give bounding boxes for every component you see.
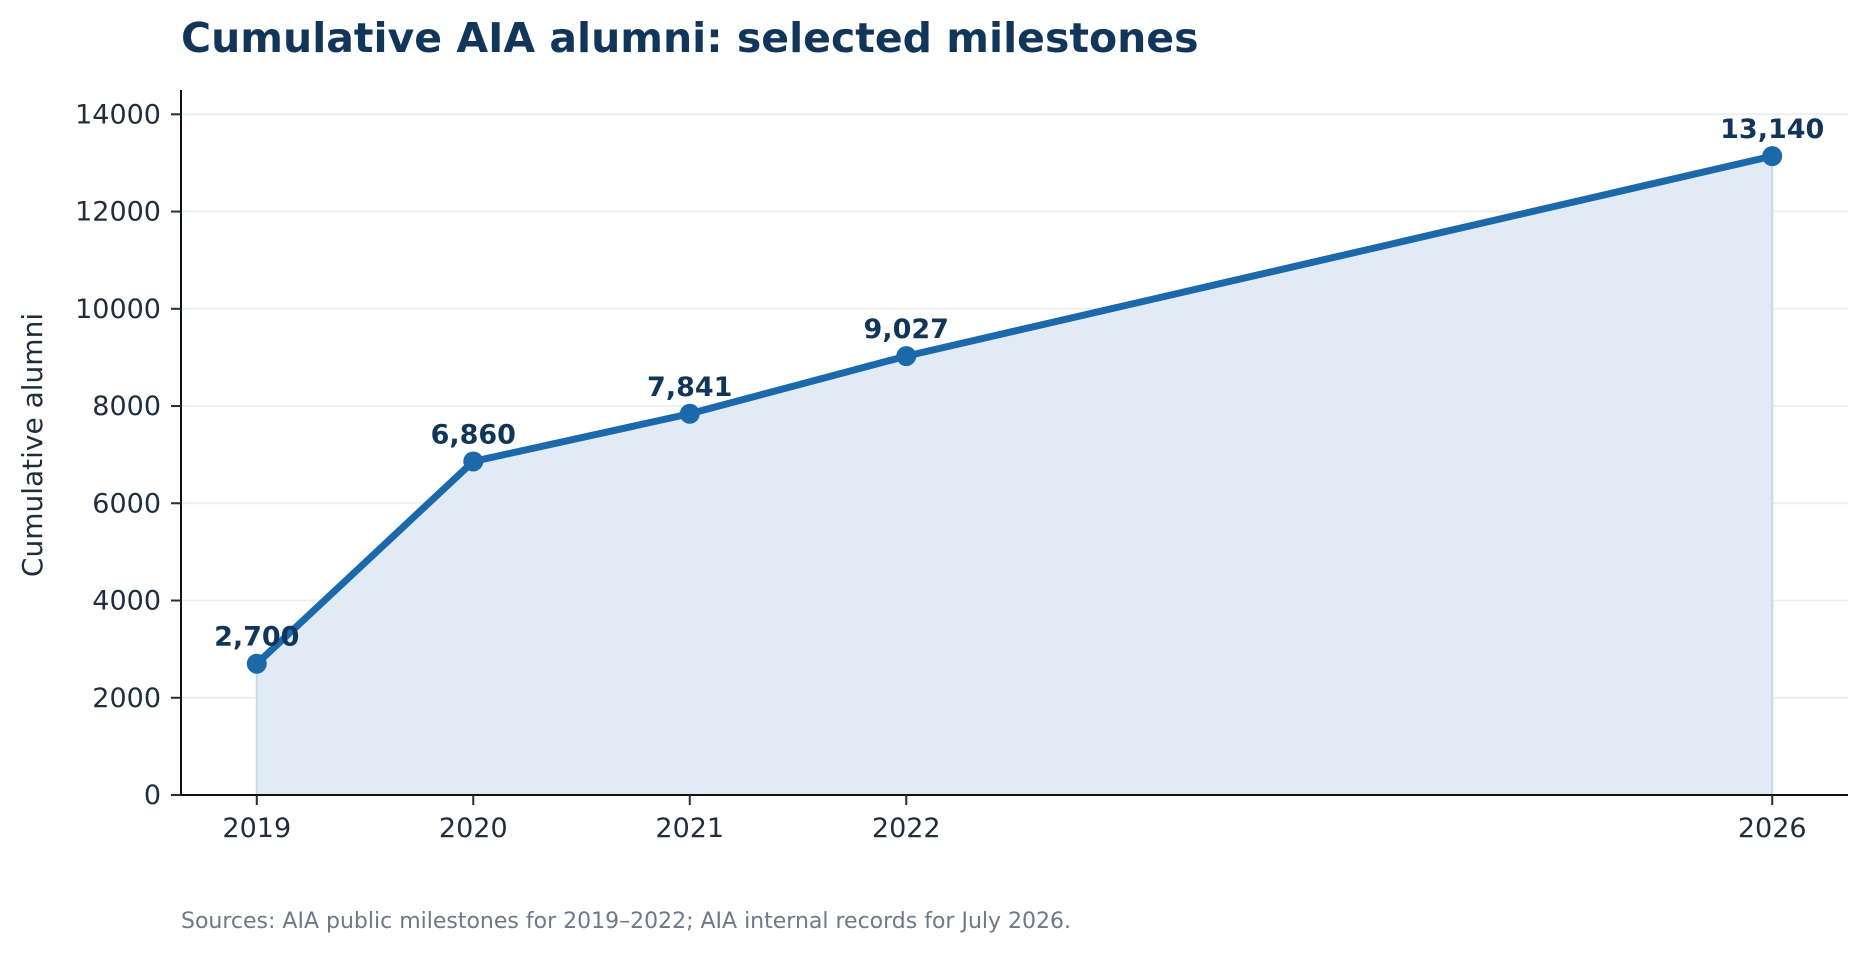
data-point xyxy=(1762,146,1783,167)
axes xyxy=(180,90,1848,796)
x-tick-label: 2019 xyxy=(222,813,291,844)
data-label: 9,027 xyxy=(864,314,949,345)
data-label: 13,140 xyxy=(1720,114,1824,145)
data-label: 6,860 xyxy=(431,419,516,450)
data-labels-layer: 2,700 6,860 7,841 9,027 13,140 xyxy=(214,114,1824,653)
data-point xyxy=(896,346,917,367)
data-point xyxy=(463,451,484,472)
y-tick-label: 6000 xyxy=(92,488,161,519)
y-tick-label: 14000 xyxy=(75,99,161,130)
y-tick-label: 10000 xyxy=(75,294,161,325)
x-tick-label: 2020 xyxy=(439,813,508,844)
data-point xyxy=(679,403,700,424)
x-axis-ticks: 2019 2020 2021 2022 2026 xyxy=(222,795,1807,844)
y-tick-label: 4000 xyxy=(92,586,161,617)
y-tick-label: 8000 xyxy=(92,391,161,422)
data-points-layer xyxy=(246,146,1783,674)
y-tick-label: 0 xyxy=(144,780,161,811)
area-fill xyxy=(256,156,1773,795)
y-tick-label: 2000 xyxy=(92,683,161,714)
area-fill-layer xyxy=(255,156,1774,795)
y-axis-ticks: 0 2000 4000 6000 8000 10000 12000 14000 xyxy=(75,99,181,811)
data-label: 7,841 xyxy=(647,372,732,403)
source-note: Sources: AIA public milestones for 2019–… xyxy=(181,909,1071,934)
x-tick-label: 2022 xyxy=(872,813,941,844)
data-label: 2,700 xyxy=(214,622,299,653)
chart-title: Cumulative AIA alumni: selected mileston… xyxy=(181,14,1199,62)
x-tick-label: 2021 xyxy=(655,813,724,844)
y-tick-label: 12000 xyxy=(75,197,161,228)
data-point xyxy=(246,653,267,674)
y-axis-label: Cumulative alumni xyxy=(16,313,49,577)
x-tick-label: 2026 xyxy=(1738,813,1807,844)
